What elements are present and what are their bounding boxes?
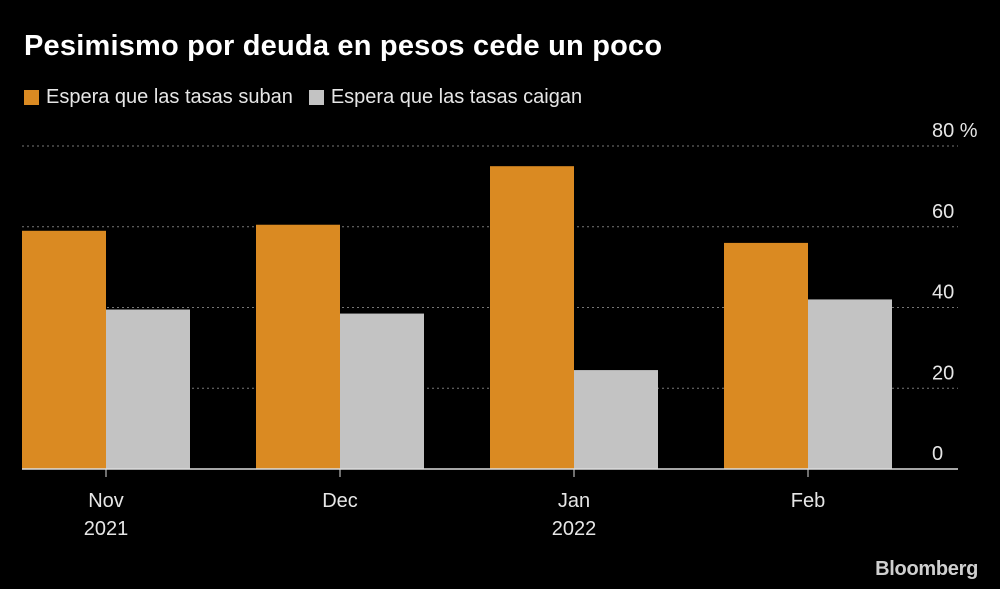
x-tick-label: 2022 bbox=[552, 518, 597, 540]
bloomberg-logo: Bloomberg bbox=[875, 558, 978, 580]
legend-item-suben: Espera que las tasas suban bbox=[24, 86, 293, 109]
bar-suben bbox=[724, 242, 808, 469]
legend-label-caigan: Espera que las tasas caigan bbox=[330, 86, 583, 108]
y-tick-label: 80 % bbox=[932, 120, 978, 142]
bar-caigan bbox=[574, 370, 658, 469]
x-tick-label: Feb bbox=[791, 490, 825, 512]
x-tick-label: Jan bbox=[558, 490, 590, 512]
bar-caigan bbox=[340, 313, 424, 469]
legend-swatch-suben bbox=[24, 90, 39, 105]
y-tick-label: 40 bbox=[932, 282, 954, 304]
x-tick-label: 2021 bbox=[84, 518, 129, 540]
y-tick-label: 20 bbox=[932, 362, 954, 384]
x-tick-label: Nov bbox=[88, 490, 124, 512]
chart-legend: Espera que las tasas suban Espera que la… bbox=[24, 86, 598, 109]
bar-suben bbox=[256, 224, 340, 469]
y-tick-label: 60 bbox=[932, 201, 954, 223]
bar-caigan bbox=[808, 299, 892, 469]
x-tick-label: Dec bbox=[322, 490, 358, 512]
chart-title: Pesimismo por deuda en pesos cede un poc… bbox=[24, 30, 663, 62]
y-tick-label: 0 bbox=[932, 443, 943, 465]
bar-caigan bbox=[106, 309, 190, 469]
legend-swatch-caigan bbox=[308, 90, 324, 105]
legend-item-caigan: Espera que las tasas caigan bbox=[308, 86, 583, 109]
legend-label-suben: Espera que las tasas suban bbox=[46, 86, 293, 108]
bar-suben bbox=[22, 230, 106, 469]
bar-suben bbox=[490, 166, 574, 469]
